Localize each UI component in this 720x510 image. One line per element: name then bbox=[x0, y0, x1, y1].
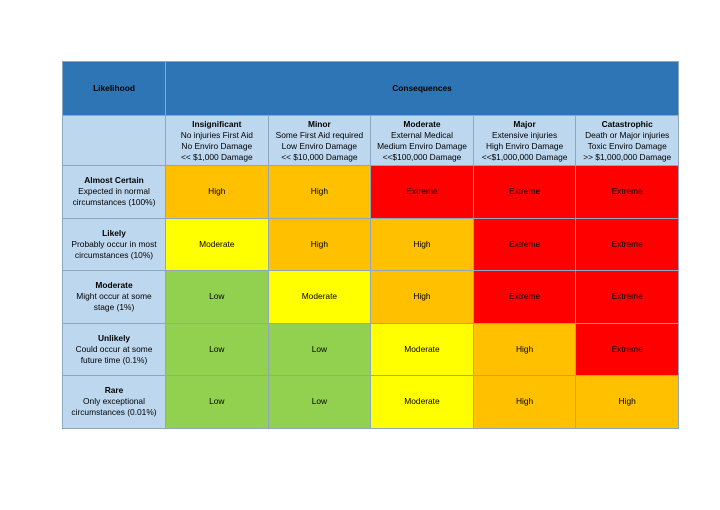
rating-cell: Low bbox=[165, 270, 269, 324]
blank-corner-cell bbox=[62, 115, 166, 166]
consequence-minor: Minor Some First Aid required Low Enviro… bbox=[267, 115, 372, 166]
likelihood-label: Moderate Might occur at some stage (1%) bbox=[62, 270, 166, 324]
rating-cell: High bbox=[370, 270, 474, 324]
rating-cell: Moderate bbox=[165, 217, 269, 271]
rating-cell: Extreme bbox=[575, 270, 680, 324]
rating-cell: Moderate bbox=[370, 322, 474, 376]
rating-cell: Extreme bbox=[575, 217, 680, 271]
header-row: Likelihood Consequences bbox=[62, 61, 680, 116]
likelihood-label: Almost Certain Expected in normal circum… bbox=[62, 165, 166, 219]
consequence-insignificant: Insignificant No injuries First Aid No E… bbox=[165, 115, 269, 166]
rating-cell: Low bbox=[165, 322, 269, 376]
rating-cell: Low bbox=[165, 375, 269, 429]
rating-cell: Extreme bbox=[370, 165, 474, 219]
rating-cell: High bbox=[165, 165, 269, 219]
consequence-moderate: Moderate External Medical Medium Enviro … bbox=[370, 115, 474, 166]
rating-cell: High bbox=[472, 322, 577, 376]
rating-cell: Extreme bbox=[575, 322, 680, 376]
risk-matrix-table: Likelihood Consequences Insignificant No… bbox=[62, 61, 680, 429]
likelihood-header: Likelihood bbox=[62, 61, 166, 116]
likelihood-label: Rare Only exceptional circumstances (0.0… bbox=[62, 375, 166, 429]
likelihood-row-rare: Rare Only exceptional circumstances (0.0… bbox=[62, 375, 680, 429]
likelihood-row-likely: Likely Probably occur in most circumstan… bbox=[62, 217, 680, 271]
likelihood-label: Likely Probably occur in most circumstan… bbox=[62, 217, 166, 271]
rating-cell: Moderate bbox=[267, 270, 372, 324]
likelihood-label: Unlikely Could occur at some future time… bbox=[62, 322, 166, 376]
consequence-major: Major Extensive injuries High Enviro Dam… bbox=[472, 115, 577, 166]
rating-cell: Low bbox=[267, 322, 372, 376]
rating-cell: Extreme bbox=[575, 165, 680, 219]
rating-cell: High bbox=[472, 375, 577, 429]
rating-cell: Low bbox=[267, 375, 372, 429]
rating-cell: High bbox=[267, 165, 372, 219]
rating-cell: High bbox=[267, 217, 372, 271]
rating-cell: Extreme bbox=[472, 165, 577, 219]
rating-cell: High bbox=[575, 375, 680, 429]
rating-cell: High bbox=[370, 217, 474, 271]
consequences-header: Consequences bbox=[164, 61, 680, 116]
rating-cell: Extreme bbox=[472, 270, 577, 324]
consequence-catastrophic: Catastrophic Death or Major injuries Tox… bbox=[575, 115, 680, 166]
consequence-levels-row: Insignificant No injuries First Aid No E… bbox=[62, 115, 680, 166]
likelihood-row-moderate: Moderate Might occur at some stage (1%) … bbox=[62, 270, 680, 324]
likelihood-row-almost-certain: Almost Certain Expected in normal circum… bbox=[62, 165, 680, 219]
rating-cell: Moderate bbox=[370, 375, 474, 429]
rating-cell: Extreme bbox=[472, 217, 577, 271]
likelihood-row-unlikely: Unlikely Could occur at some future time… bbox=[62, 322, 680, 376]
